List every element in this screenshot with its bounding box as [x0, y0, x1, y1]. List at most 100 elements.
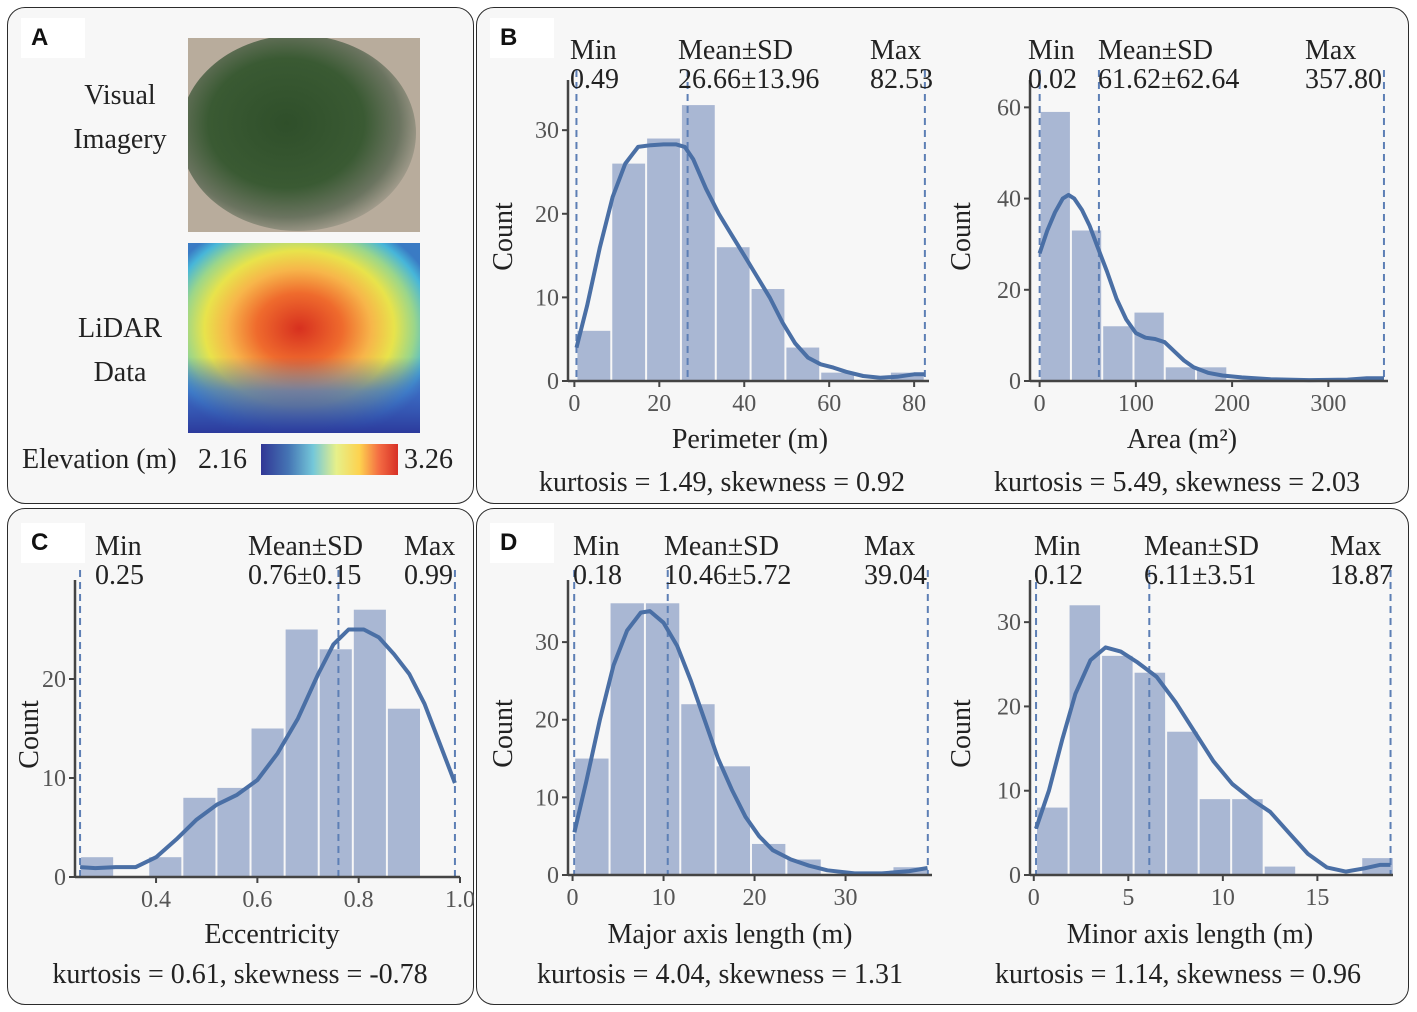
- x-tick-label: 100: [1118, 391, 1154, 417]
- y-tick-label: 20: [42, 667, 66, 693]
- mean-sd-value: 61.62±62.64: [1098, 64, 1239, 95]
- x-axis-title: Minor axis length (m): [1067, 919, 1314, 950]
- histogram-bar: [1071, 230, 1102, 381]
- histogram-bar: [1037, 807, 1068, 875]
- min-value: 0.02: [1028, 64, 1077, 95]
- min-value: 0.25: [95, 560, 144, 591]
- y-tick-label: 10: [535, 785, 559, 811]
- min-label: Min: [1028, 35, 1075, 66]
- y-tick-label: 30: [535, 118, 559, 144]
- mean-sd-value: 26.66±13.96: [678, 64, 819, 95]
- histogram-bar: [716, 247, 750, 381]
- histogram-bar: [1103, 326, 1133, 381]
- histogram-bar: [1040, 111, 1070, 381]
- min-label: Min: [570, 35, 617, 66]
- x-axis-title: Perimeter (m): [672, 424, 828, 455]
- y-tick-label: 0: [1009, 863, 1021, 889]
- min-label: Min: [95, 531, 142, 562]
- x-tick-label: 10: [1211, 885, 1235, 911]
- max-label: Max: [870, 35, 921, 66]
- mean-sd-value: 10.46±5.72: [664, 560, 791, 591]
- y-axis-title: Count: [946, 202, 977, 271]
- histogram-bar: [752, 843, 786, 875]
- density-curve: [572, 609, 928, 876]
- histogram-bar: [1102, 655, 1133, 875]
- mean-sd-label: Mean±SD: [1098, 35, 1213, 66]
- histogram-bar: [1069, 605, 1101, 875]
- kurtosis-skewness-stats: kurtosis = 1.14, skewness = 0.96: [995, 959, 1361, 990]
- x-tick-label: 10: [652, 885, 676, 911]
- x-tick-label: 5: [1122, 885, 1134, 911]
- x-tick-label: 40: [732, 391, 756, 417]
- panel-label-d: D: [490, 523, 554, 563]
- panel-label-a: A: [21, 18, 85, 58]
- chart-major_axis: 0 10 20 30 0 10 20 30 Major axis length (m) Count…: [488, 531, 932, 990]
- y-tick-label: 0: [1009, 369, 1021, 395]
- max-value: 18.87: [1330, 560, 1393, 591]
- mean-sd-value: 6.11±3.51: [1144, 560, 1256, 591]
- y-tick-label: 40: [997, 187, 1021, 213]
- y-tick-label: 30: [997, 610, 1021, 636]
- min-label: Min: [1034, 531, 1081, 562]
- x-tick-label: 80: [902, 391, 926, 417]
- x-tick-label: 0: [568, 391, 580, 417]
- histogram-bar: [1199, 799, 1231, 875]
- chart-perimeter: 0 10 20 30 0 20 40 60 80 Perimeter (m) Count Min0.4…: [488, 35, 933, 498]
- density-curve: [574, 142, 925, 380]
- histogram-bar: [821, 372, 855, 381]
- x-tick-label: 0: [1034, 391, 1046, 417]
- max-value: 39.04: [864, 560, 927, 591]
- histogram-bar: [610, 603, 644, 875]
- histogram-bar: [285, 629, 318, 877]
- min-value: 0.18: [573, 560, 622, 591]
- histogram-bar: [575, 758, 609, 875]
- y-tick-label: 30: [535, 630, 559, 656]
- kurtosis-skewness-stats: kurtosis = 1.49, skewness = 0.92: [539, 467, 905, 498]
- kurtosis-skewness-stats: kurtosis = 5.49, skewness = 2.03: [994, 467, 1360, 498]
- density-curve: [1034, 645, 1391, 874]
- max-value: 357.80: [1305, 64, 1382, 95]
- x-axis-title: Eccentricity: [204, 919, 339, 950]
- x-tick-label: 60: [817, 391, 841, 417]
- y-tick-label: 0: [54, 865, 66, 891]
- histogram-bar: [787, 859, 821, 875]
- x-axis-title: Area (m²): [1127, 424, 1237, 455]
- histogram-bar: [647, 138, 680, 381]
- panel-label-c: C: [21, 523, 85, 563]
- histogram-bar: [751, 289, 785, 381]
- min-value: 0.12: [1034, 560, 1083, 591]
- max-value: 82.53: [870, 64, 933, 95]
- mean-sd-label: Mean±SD: [678, 35, 793, 66]
- y-tick-label: 20: [997, 694, 1021, 720]
- y-tick-label: 0: [547, 863, 559, 889]
- y-tick-label: 0: [547, 369, 559, 395]
- lidar-label-line-1: LiDAR: [78, 313, 162, 344]
- lidar-label-line-2: Data: [93, 357, 147, 388]
- lidar-data-label: LiDAR Data: [40, 307, 200, 395]
- visual-label-line-1: Visual: [84, 80, 156, 111]
- x-tick-label: 0: [1028, 885, 1040, 911]
- y-tick-label: 10: [535, 285, 559, 311]
- elevation-legend-label: Elevation (m): [22, 444, 177, 475]
- x-tick-label: 0.4: [141, 887, 171, 913]
- elevation-min-value: 2.16: [198, 444, 247, 475]
- x-tick-label: 1.0: [445, 887, 475, 913]
- histogram-bar: [353, 609, 386, 877]
- y-tick-label: 10: [42, 766, 66, 792]
- histogram-bar: [645, 603, 680, 875]
- histogram-bar: [1167, 731, 1198, 875]
- x-tick-label: 0.6: [242, 887, 272, 913]
- mean-sd-label: Mean±SD: [664, 531, 779, 562]
- min-value: 0.49: [570, 64, 619, 95]
- histogram-bar: [612, 163, 646, 381]
- max-label: Max: [1330, 531, 1381, 562]
- histogram-bar: [1134, 312, 1164, 381]
- kurtosis-skewness-stats: kurtosis = 0.61, skewness = -0.78: [52, 959, 427, 990]
- histogram-bar: [1232, 799, 1263, 875]
- x-tick-label: 15: [1305, 885, 1329, 911]
- y-tick-label: 20: [535, 708, 559, 734]
- histogram-bar: [319, 649, 352, 877]
- y-axis-title: Count: [946, 699, 977, 768]
- max-label: Max: [864, 531, 915, 562]
